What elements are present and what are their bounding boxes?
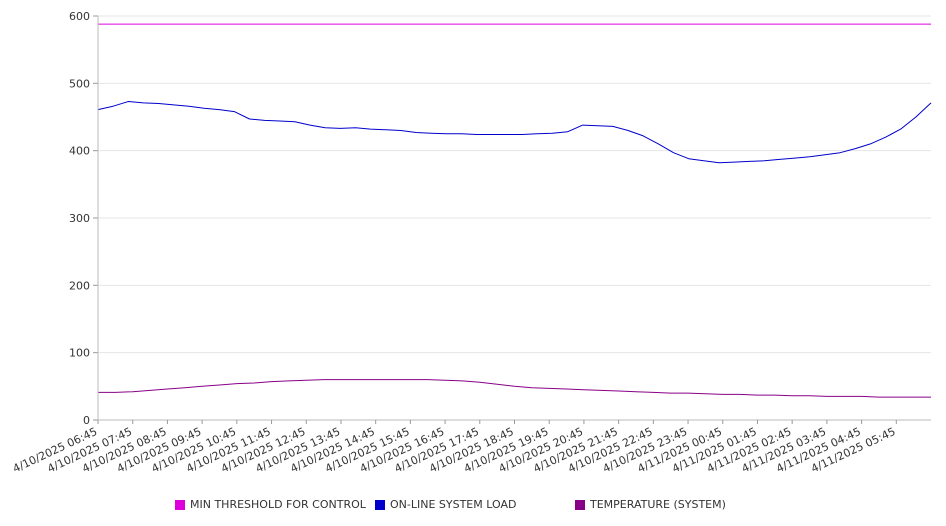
legend-swatch-temperature-system — [575, 499, 585, 510]
y-tick-label-400: 400 — [69, 145, 90, 158]
y-tick-label-0: 0 — [83, 414, 90, 427]
legend-swatch-online-system-load — [375, 499, 385, 510]
legend-item-min-threshold[interactable]: MIN THRESHOLD FOR CONTROL — [175, 498, 366, 511]
chart-legend: MIN THRESHOLD FOR CONTROL ON-LINE SYSTEM… — [175, 498, 935, 514]
y-tick-label-500: 500 — [69, 77, 90, 90]
series-lines — [97, 23, 932, 398]
legend-swatch-min-threshold — [175, 499, 185, 510]
y-tick-label-600: 600 — [69, 10, 90, 23]
legend-item-temperature-system[interactable]: TEMPERATURE (SYSTEM) — [575, 498, 726, 511]
legend-label-online-system-load: ON-LINE SYSTEM LOAD — [390, 498, 517, 511]
x-tick-labels: 4/10/2025 06:454/10/2025 07:454/10/2025 … — [11, 420, 898, 475]
legend-label-temperature-system: TEMPERATURE (SYSTEM) — [590, 498, 726, 511]
y-tick-label-100: 100 — [69, 347, 90, 360]
y-tick-label-200: 200 — [69, 279, 90, 292]
series-line-on-line-system-load — [97, 101, 932, 164]
grid-lines — [93, 15, 931, 421]
y-tick-labels: 0 100 200 300 400 500 600 — [69, 10, 90, 427]
legend-label-min-threshold: MIN THRESHOLD FOR CONTROL — [190, 498, 366, 511]
y-tick-label-300: 300 — [69, 212, 90, 225]
legend-item-online-system-load[interactable]: ON-LINE SYSTEM LOAD — [375, 498, 516, 511]
series-line-temperature-system — [98, 379, 931, 398]
